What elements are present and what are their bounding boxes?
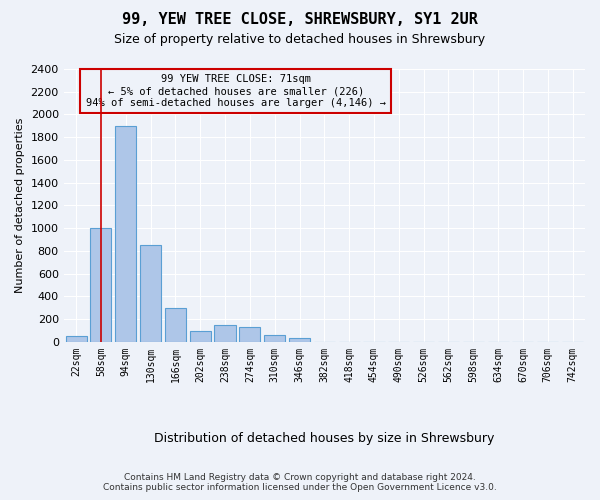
Bar: [264, 335, 285, 342]
Text: 99 YEW TREE CLOSE: 71sqm
← 5% of detached houses are smaller (226)
94% of semi-d: 99 YEW TREE CLOSE: 71sqm ← 5% of detache…: [86, 74, 386, 108]
Bar: [239, 327, 260, 342]
Bar: [65, 336, 86, 342]
Bar: [91, 228, 112, 342]
Bar: [289, 338, 310, 342]
Text: Size of property relative to detached houses in Shrewsbury: Size of property relative to detached ho…: [115, 32, 485, 46]
Y-axis label: Number of detached properties: Number of detached properties: [15, 118, 25, 293]
Text: Contains HM Land Registry data © Crown copyright and database right 2024.
Contai: Contains HM Land Registry data © Crown c…: [103, 473, 497, 492]
Bar: [214, 325, 236, 342]
Bar: [165, 308, 186, 342]
Bar: [190, 330, 211, 342]
Bar: [115, 126, 136, 342]
Text: 99, YEW TREE CLOSE, SHREWSBURY, SY1 2UR: 99, YEW TREE CLOSE, SHREWSBURY, SY1 2UR: [122, 12, 478, 28]
X-axis label: Distribution of detached houses by size in Shrewsbury: Distribution of detached houses by size …: [154, 432, 494, 445]
Bar: [140, 245, 161, 342]
